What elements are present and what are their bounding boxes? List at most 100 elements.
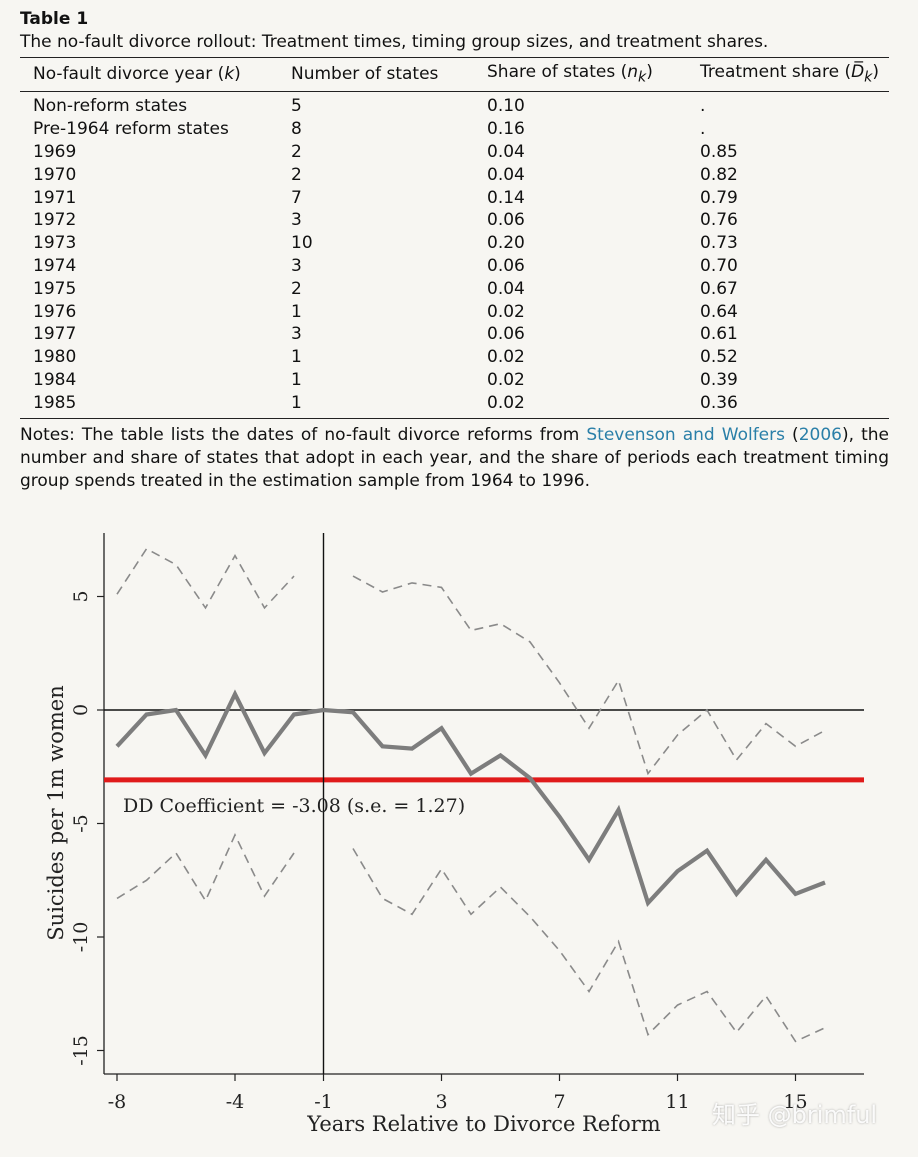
- table-header-row: No-fault divorce year (k) Number of stat…: [20, 58, 889, 92]
- cell-share: 0.02: [487, 392, 700, 418]
- cell-year: 1971: [20, 187, 291, 210]
- cell-year: 1975: [20, 278, 291, 301]
- cell-number: 2: [291, 164, 487, 187]
- y-tick-label: 5: [70, 590, 92, 602]
- cell-treatment: 0.76: [700, 209, 889, 232]
- cell-treatment: 0.82: [700, 164, 889, 187]
- cell-year: 1985: [20, 392, 291, 418]
- cell-share: 0.14: [487, 187, 700, 210]
- x-tick-label: -8: [108, 1091, 127, 1113]
- x-tick-label: 7: [553, 1091, 565, 1113]
- cell-number: 3: [291, 209, 487, 232]
- cell-treatment: 0.70: [700, 255, 889, 278]
- table-label: Table 1: [20, 8, 890, 30]
- table-caption: The no-fault divorce rollout: Treatment …: [20, 31, 890, 53]
- header-year: No-fault divorce year (k): [20, 58, 291, 92]
- upper-ci-line: [353, 576, 825, 774]
- cell-number: 8: [291, 118, 487, 141]
- cell-number: 10: [291, 232, 487, 255]
- cell-share: 0.02: [487, 301, 700, 324]
- cell-share: 0.20: [487, 232, 700, 255]
- cell-number: 1: [291, 392, 487, 418]
- y-axis-title: Suicides per 1m women: [44, 685, 68, 940]
- table-block: Table 1 The no-fault divorce rollout: Tr…: [20, 8, 890, 419]
- cell-number: 7: [291, 187, 487, 210]
- cell-treatment: 0.36: [700, 392, 889, 418]
- x-axis-title: Years Relative to Divorce Reform: [306, 1112, 660, 1136]
- cell-year: 1973: [20, 232, 291, 255]
- cell-number: 3: [291, 255, 487, 278]
- x-tick-label: -4: [226, 1091, 245, 1113]
- y-tick-label: -5: [70, 814, 92, 833]
- y-tick-label: 0: [70, 704, 92, 716]
- cell-share: 0.06: [487, 209, 700, 232]
- watermark: 知乎 @brimful: [712, 1095, 877, 1130]
- notes-text: Notes: The table lists the dates of no-f…: [20, 425, 586, 445]
- table-notes: Notes: The table lists the dates of no-f…: [20, 424, 889, 493]
- cell-treatment: .: [700, 92, 889, 118]
- header-number: Number of states: [291, 58, 487, 92]
- cell-year: 1969: [20, 141, 291, 164]
- cell-treatment: 0.79: [700, 187, 889, 210]
- cell-number: 1: [291, 346, 487, 369]
- cell-number: 3: [291, 323, 487, 346]
- cell-year: Pre-1964 reform states: [20, 118, 291, 141]
- cell-year: 1977: [20, 323, 291, 346]
- cell-number: 2: [291, 278, 487, 301]
- cell-year: 1984: [20, 369, 291, 392]
- citation-link[interactable]: Stevenson and Wolfers: [586, 425, 785, 445]
- cell-number: 2: [291, 141, 487, 164]
- cell-share: 0.16: [487, 118, 700, 141]
- cell-share: 0.06: [487, 255, 700, 278]
- lower-ci-line: [353, 849, 825, 1042]
- cell-share: 0.06: [487, 323, 700, 346]
- cell-treatment: 0.52: [700, 346, 889, 369]
- cell-treatment: 0.61: [700, 323, 889, 346]
- cell-year: 1970: [20, 164, 291, 187]
- cell-share: 0.04: [487, 278, 700, 301]
- cell-year: 1980: [20, 346, 291, 369]
- cell-share: 0.02: [487, 346, 700, 369]
- cell-treatment: 0.73: [700, 232, 889, 255]
- cell-share: 0.10: [487, 92, 700, 118]
- x-tick-label: 11: [665, 1091, 689, 1113]
- y-tick-label: -10: [70, 922, 92, 953]
- rollout-table: No-fault divorce year (k) Number of stat…: [20, 57, 889, 419]
- dd-coefficient-annotation: DD Coefficient = -3.08 (s.e. = 1.27): [123, 795, 465, 817]
- citation-year-link[interactable]: 2006: [799, 425, 842, 445]
- cell-year: Non-reform states: [20, 92, 291, 118]
- cell-share: 0.04: [487, 164, 700, 187]
- x-tick-label: -1: [314, 1091, 333, 1113]
- cell-treatment: .: [700, 118, 889, 141]
- upper-ci-line: [117, 549, 294, 608]
- header-share: Share of states (nk): [487, 58, 700, 92]
- notes-paren: (: [785, 425, 799, 445]
- header-treatment: Treatment share (D̅k): [700, 58, 889, 92]
- x-tick-label: 3: [435, 1091, 447, 1113]
- cell-year: 1976: [20, 301, 291, 324]
- cell-year: 1974: [20, 255, 291, 278]
- cell-number: 1: [291, 301, 487, 324]
- lower-ci-line: [117, 835, 294, 901]
- cell-treatment: 0.39: [700, 369, 889, 392]
- cell-treatment: 0.64: [700, 301, 889, 324]
- cell-share: 0.04: [487, 141, 700, 164]
- cell-number: 5: [291, 92, 487, 118]
